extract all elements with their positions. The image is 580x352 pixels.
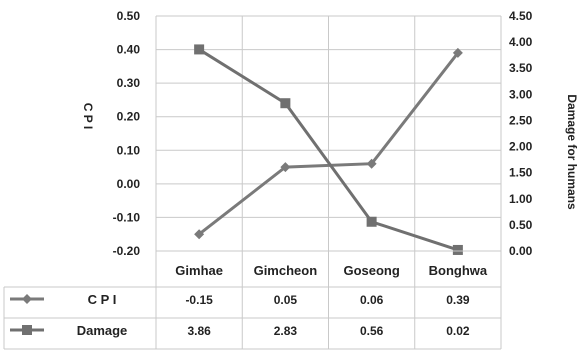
series-line-damage [198, 48, 459, 252]
category-label: Bonghwa [429, 263, 488, 278]
y2-tick-label: 4.00 [509, 35, 533, 49]
table-cell: 3.86 [187, 324, 211, 338]
category-label: Gimcheon [254, 263, 318, 278]
y2-tick-label: 1.50 [509, 166, 533, 180]
y-tick-label: 0.50 [117, 9, 141, 23]
y-tick-label: -0.10 [113, 210, 141, 224]
y-tick-label: 0.10 [117, 143, 141, 157]
y2-tick-label: 3.50 [509, 61, 533, 75]
series-lines [194, 44, 463, 255]
y-tick-label: 0.40 [117, 43, 141, 57]
y-tick-label: 0.20 [117, 110, 141, 124]
series-line-cpi [198, 52, 460, 236]
table-cell: 0.02 [446, 324, 470, 338]
y2-tick-label: 4.50 [509, 9, 533, 23]
category-label: Gimhae [175, 263, 223, 278]
tick-labels: 0.50 0.40 0.30 0.20 0.10 0.00 -0.10 -0.20 4.50 4.… [113, 9, 533, 258]
y2-tick-label: 2.50 [509, 113, 533, 127]
table-cell: 0.05 [274, 293, 298, 307]
y-tick-label: -0.20 [113, 244, 141, 258]
table-cell: 0.06 [360, 293, 384, 307]
y2-tick-label: 0.00 [509, 244, 533, 258]
legend-label: C P I [88, 292, 117, 307]
data-table: Gimhae Gimcheon Goseong Bonghwa C P I -0.15 0.… [3, 250, 501, 350]
table-cell: -0.15 [185, 293, 213, 307]
y-tick-label: 0.30 [117, 76, 141, 90]
y2-tick-label: 0.50 [509, 218, 533, 232]
data-point [366, 216, 377, 227]
y2-tick-label: 3.00 [509, 87, 533, 101]
y2-tick-label: 2.00 [509, 140, 533, 154]
data-point [194, 44, 205, 55]
table-cell: 2.83 [274, 324, 298, 338]
data-point [194, 229, 205, 240]
legend-label: Damage [77, 323, 128, 338]
y2-tick-label: 1.00 [509, 192, 533, 206]
data-point [452, 47, 463, 58]
y-tick-label: 0.00 [117, 177, 141, 191]
data-point [280, 98, 291, 109]
gridlines [155, 15, 502, 349]
category-label: Goseong [343, 263, 399, 278]
legend-marker [22, 294, 32, 304]
data-point [366, 158, 377, 169]
table-cell: 0.39 [446, 293, 470, 307]
legend-marker [22, 325, 32, 335]
data-point [452, 244, 463, 255]
y2-axis-title: Damage for humans [565, 94, 579, 210]
y-axis-title: C P I [81, 103, 95, 129]
data-point [280, 162, 291, 173]
table-cell: 0.56 [360, 324, 384, 338]
